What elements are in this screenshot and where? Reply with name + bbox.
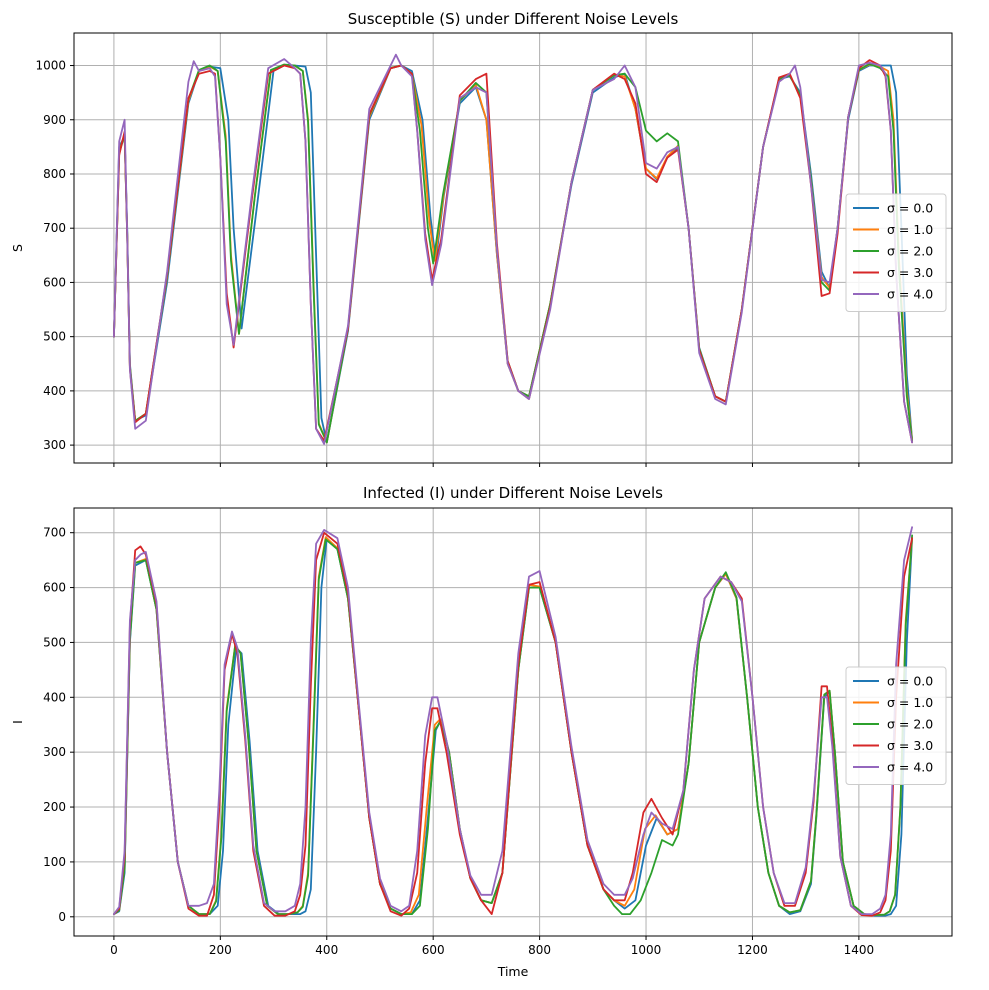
y-tick-label: 700 [43, 221, 66, 235]
x-tick-label: 1200 [737, 943, 768, 957]
y-tick-label: 900 [43, 113, 66, 127]
legend-label: σ = 4.0 [887, 760, 933, 775]
legend-box [845, 193, 947, 312]
legend-label: σ = 1.0 [887, 222, 933, 237]
series-line-sigma-0 [113, 64, 913, 444]
infected-panel: 0 200 400 600 800 1000 1200 1400 0 100 200 300 400 50… [10, 484, 953, 979]
legend: σ = 0.0 σ = 1.0 σ = 2.0 σ = 3.0 σ = 4.0 [845, 666, 947, 785]
legend-box [845, 666, 947, 785]
y-tick-label: 800 [43, 167, 66, 181]
y-tick-label: 500 [43, 635, 66, 649]
x-tick-label: 800 [528, 943, 551, 957]
legend: σ = 0.0 σ = 1.0 σ = 2.0 σ = 3.0 σ = 4.0 [845, 193, 947, 312]
y-tick-label: 300 [43, 438, 66, 452]
series-line-sigma-4 [113, 53, 913, 445]
y-tick-label: 400 [43, 384, 66, 398]
y-tick-label: 300 [43, 745, 66, 759]
x-axis-label: Time [497, 964, 529, 979]
series-line-sigma-2 [113, 63, 913, 444]
y-tick-label: 500 [43, 330, 66, 344]
chart-title: Susceptible (S) under Different Noise Le… [348, 10, 679, 28]
legend-label: σ = 0.0 [887, 674, 933, 689]
x-tick-label: 600 [422, 943, 445, 957]
x-tick-label: 200 [209, 943, 232, 957]
y-tick-label: 200 [43, 800, 66, 814]
x-tick-label: 1000 [631, 943, 662, 957]
y-tick-label: 400 [43, 690, 66, 704]
legend-label: σ = 3.0 [887, 738, 933, 753]
y-tick-label: 600 [43, 275, 66, 289]
series-line-sigma-4 [113, 526, 913, 915]
chart-title: Infected (I) under Different Noise Level… [363, 484, 663, 502]
legend-label: σ = 3.0 [887, 265, 933, 280]
y-tick-label: 100 [43, 855, 66, 869]
y-tick-label: 600 [43, 581, 66, 595]
x-tick-label: 400 [315, 943, 338, 957]
y-tick-label: 700 [43, 526, 66, 540]
legend-label: σ = 2.0 [887, 717, 933, 732]
y-tick-label: 0 [58, 910, 66, 924]
legend-label: σ = 1.0 [887, 695, 933, 710]
series-line-sigma-1 [113, 63, 913, 444]
x-tick-label: 0 [110, 943, 118, 957]
y-axis-label: I [10, 720, 25, 724]
axes-frame [73, 32, 953, 464]
x-tick-label: 1400 [844, 943, 875, 957]
series-line-sigma-3 [113, 59, 913, 444]
legend-label: σ = 2.0 [887, 244, 933, 259]
legend-label: σ = 4.0 [887, 287, 933, 302]
y-tick-label: 1000 [35, 59, 66, 73]
susceptible-panel: 300 400 500 600 700 800 900 1000 Susceptible (S)… [10, 10, 953, 467]
y-axis-label: S [10, 244, 25, 252]
axes-frame [73, 507, 953, 937]
legend-label: σ = 0.0 [887, 201, 933, 216]
